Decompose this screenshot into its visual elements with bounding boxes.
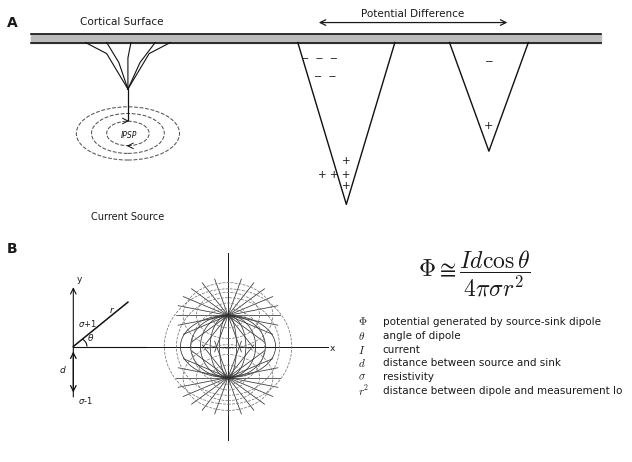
Text: + + +: + + + (318, 170, 350, 180)
Text: +: + (484, 121, 494, 131)
Text: $\Phi$: $\Phi$ (358, 316, 368, 328)
Text: $I$: $I$ (358, 344, 366, 356)
Text: −: − (485, 57, 494, 67)
Text: +: + (342, 181, 351, 191)
Text: A: A (6, 16, 17, 30)
Text: +: + (342, 157, 351, 166)
Text: −  −: − − (314, 72, 336, 82)
Text: x: x (329, 344, 335, 353)
Text: $\Phi \cong \dfrac{Id\cos\theta}{4\pi\sigma r^2}$: $\Phi \cong \dfrac{Id\cos\theta}{4\pi\si… (418, 249, 530, 299)
Text: resistivity: resistivity (383, 372, 434, 382)
Text: −  −  −: − − − (301, 55, 337, 65)
Text: distance between source and sink: distance between source and sink (383, 359, 561, 368)
Text: Cortical Surface: Cortical Surface (80, 17, 164, 27)
Text: IPSP: IPSP (121, 131, 137, 140)
Text: Current Source: Current Source (91, 212, 164, 222)
Text: angle of dipole: angle of dipole (383, 331, 460, 341)
Text: $d$: $d$ (358, 357, 366, 369)
Text: $r^2$: $r^2$ (358, 383, 370, 398)
Text: $\theta$: $\theta$ (358, 330, 365, 342)
Text: potential generated by source-sink dipole: potential generated by source-sink dipol… (383, 317, 601, 327)
Text: distance between dipole and measurement lo: distance between dipole and measurement … (383, 386, 622, 396)
Text: Potential Difference: Potential Difference (362, 9, 465, 19)
Text: B: B (6, 242, 17, 256)
Text: $\theta$: $\theta$ (87, 332, 94, 343)
Text: $\sigma$+1: $\sigma$+1 (78, 317, 97, 328)
Text: $\sigma$: $\sigma$ (358, 372, 367, 382)
Text: current: current (383, 345, 421, 355)
Text: r: r (110, 306, 114, 315)
Text: y: y (76, 275, 82, 284)
Text: d: d (60, 366, 66, 375)
Text: $\sigma$-1: $\sigma$-1 (78, 395, 93, 406)
